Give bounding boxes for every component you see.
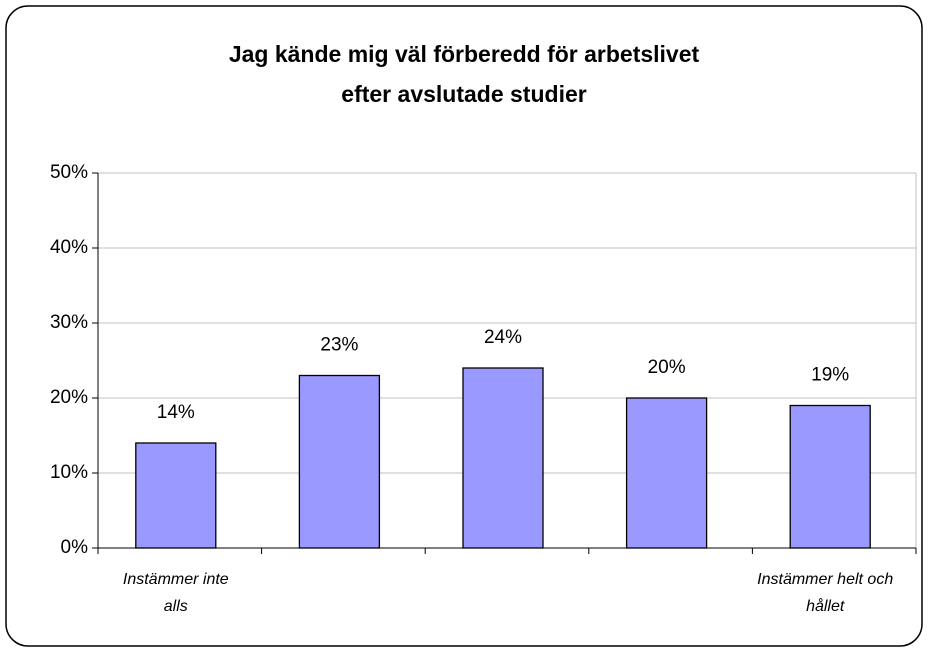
- value-label: 23%: [320, 335, 358, 356]
- y-tick-label: 30%: [50, 312, 88, 333]
- bar: [789, 404, 871, 549]
- bar: [462, 367, 544, 549]
- chart-title: Jag kände mig väl förberedd för arbetsli…: [228, 41, 700, 107]
- y-tick-label: 50%: [50, 162, 88, 183]
- y-tick-label: 20%: [50, 387, 88, 408]
- y-tick-label: 40%: [50, 237, 88, 258]
- value-label: 19%: [811, 365, 849, 386]
- x-tick-label: Instämmer helt och hållet: [757, 571, 894, 615]
- bar: [625, 397, 708, 549]
- value-label: 24%: [484, 327, 522, 348]
- y-tick-label: 10%: [50, 462, 88, 483]
- value-label: 14%: [157, 402, 195, 423]
- x-tick-label: Instämmer inte alls: [122, 571, 229, 615]
- bar: [298, 374, 381, 549]
- y-tick-label: 0%: [61, 537, 89, 558]
- value-label: 20%: [648, 357, 686, 378]
- bar: [135, 442, 217, 549]
